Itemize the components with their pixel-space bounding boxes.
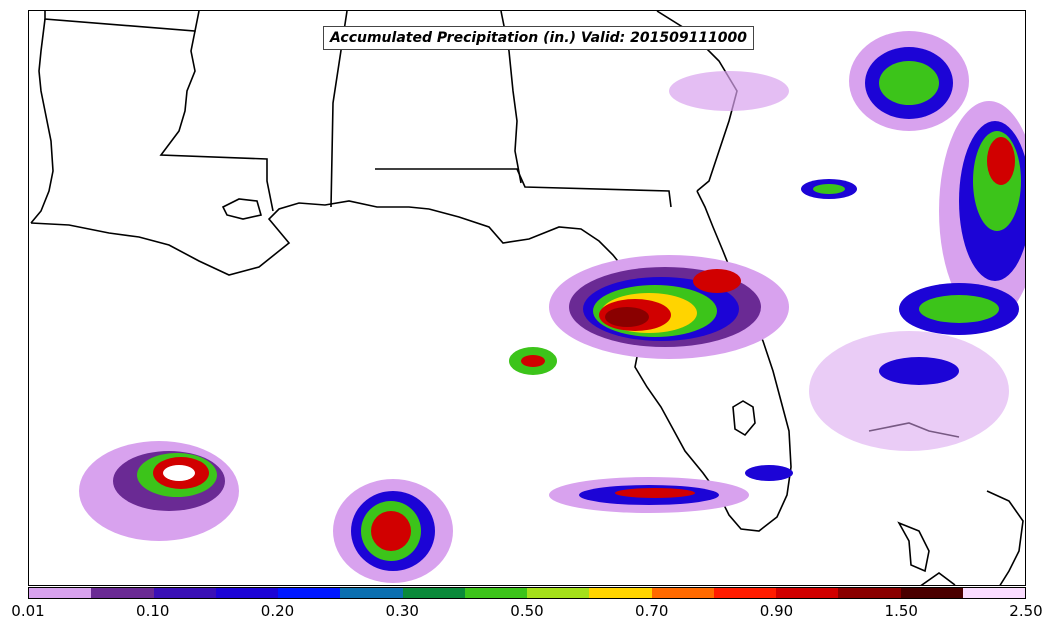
- precip-cell-band-red: [615, 488, 695, 498]
- precip-cell-atl-small-green: [813, 184, 845, 194]
- colorbar-tick-labels: 0.01 0.10 0.20 0.30 0.50 0.70 0.90 1.50 2.50: [0, 602, 1054, 624]
- colorbar-segment: [91, 588, 154, 598]
- colorbar-segment: [651, 588, 714, 598]
- precip-cell-atl-e-red: [987, 137, 1015, 185]
- alabama-florida-border: [375, 168, 672, 208]
- colorbar-segment: [527, 588, 590, 598]
- louisiana-mississippi-border: [159, 30, 274, 212]
- colorbar-tick-label: 2.50: [1009, 602, 1043, 620]
- colorbar-segment: [464, 588, 527, 598]
- precip-cell-se-coast-light: [669, 71, 789, 111]
- colorbar-segment: [340, 588, 403, 598]
- colorbar-segment: [962, 588, 1025, 598]
- lake-pontchartrain: [221, 198, 263, 220]
- colorbar-tick-label: 0.01: [11, 602, 45, 620]
- colorbar-segment: [278, 588, 341, 598]
- colorbar-segment: [589, 588, 652, 598]
- precip-cell-fl-darkred: [605, 307, 649, 327]
- colorbar-segment: [776, 588, 839, 598]
- colorbar-tick-label: 0.20: [260, 602, 295, 620]
- florida-panhandle-coast: [428, 190, 792, 532]
- precip-field: [79, 31, 1025, 583]
- state-borders: [30, 11, 1024, 585]
- map-canvas: [30, 11, 1025, 585]
- precip-cell-atl-bahamas-blue: [879, 357, 959, 385]
- colorbar-tick-label: 0.50: [510, 602, 544, 620]
- precip-cell-atl-mid-green: [919, 295, 999, 323]
- precip-cell-atl-bahamas: [809, 331, 1009, 451]
- colorbar-segment: [713, 588, 776, 598]
- cuba-coast: [920, 572, 956, 585]
- colorbar-segment: [153, 588, 216, 598]
- colorbar-segment: [838, 588, 901, 598]
- colorbar-tick-label: 0.90: [759, 602, 794, 620]
- precip-cell-fl-east: [693, 269, 741, 293]
- west-coast-louisiana: [30, 18, 54, 224]
- lake-okeechobee: [732, 400, 756, 437]
- colorbar-segment: [29, 588, 92, 598]
- colorbar-segment: [402, 588, 465, 598]
- colorbar-tick-label: 1.50: [884, 602, 918, 620]
- bahamas-island: [897, 521, 930, 573]
- precipitation-map: Accumulated Precipitation (in.) Valid: 2…: [28, 10, 1026, 586]
- precip-cell-gulf-core: [163, 465, 195, 481]
- andros-coast: [986, 490, 1024, 585]
- colorbar-tick-label: 0.10: [136, 602, 170, 620]
- louisiana-border: [44, 11, 200, 32]
- colorbar-tick-label: 0.30: [385, 602, 419, 620]
- colorbar-segment: [215, 588, 278, 598]
- gulf-coast-louisiana-mississippi: [30, 200, 430, 276]
- precip-cell-atl-ne-green: [879, 61, 939, 105]
- precip-cell-south-red: [371, 511, 411, 551]
- colorbar: [28, 587, 1026, 599]
- colorbar-segment: [900, 588, 963, 598]
- precip-cell-panhandle-red: [521, 355, 545, 367]
- precip-cell-band2: [745, 465, 793, 481]
- map-title: Accumulated Precipitation (in.) Valid: 2…: [323, 26, 755, 50]
- colorbar-tick-label: 0.70: [635, 602, 669, 620]
